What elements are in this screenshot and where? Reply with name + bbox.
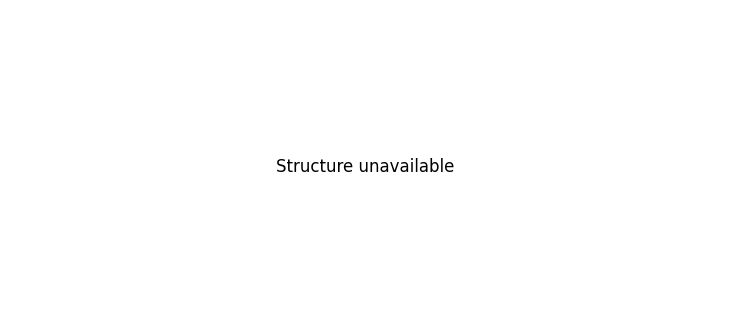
Text: Structure unavailable: Structure unavailable [276, 158, 455, 175]
